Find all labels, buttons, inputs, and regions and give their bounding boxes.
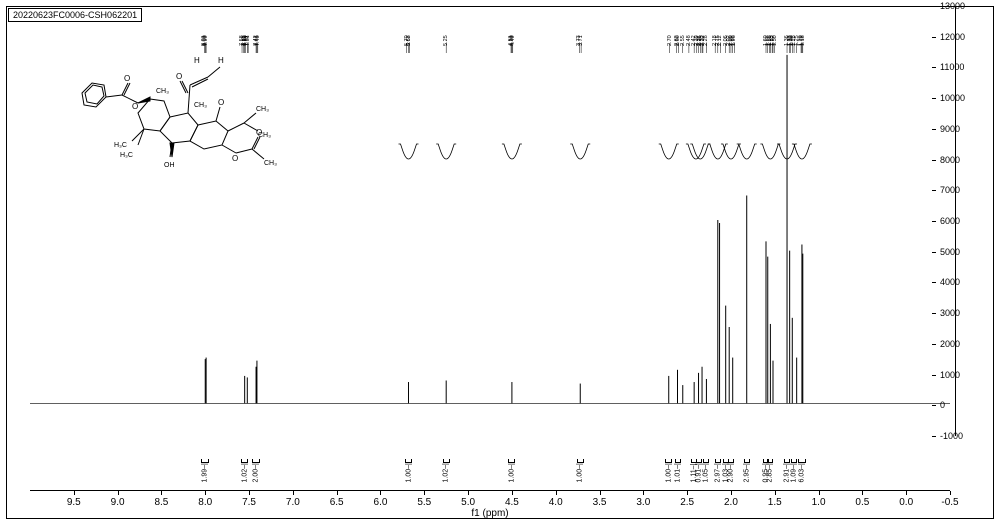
integral-label: 2.85–|: [767, 463, 774, 482]
integral-label: 2.95–|: [743, 463, 750, 482]
y-tick-label: 11000: [940, 62, 964, 72]
y-tick-label: 13000: [940, 1, 965, 11]
svg-text:O: O: [232, 154, 238, 163]
y-tick-label: 9000: [940, 124, 960, 134]
sample-id-label: 20220623FC0006-CSH062201: [8, 8, 142, 22]
x-tick-label: 6.0: [374, 497, 388, 508]
x-tick-label: 1.0: [812, 497, 826, 508]
x-tick-label: -0.5: [941, 497, 958, 508]
x-tick-label: 4.0: [549, 497, 563, 508]
svg-text:CH₃: CH₃: [258, 132, 271, 139]
integral-label: 1.02–|: [241, 463, 248, 482]
y-tick-label: 6000: [940, 216, 960, 226]
svg-text:O: O: [218, 98, 224, 107]
integral-label: 2.97–|: [714, 463, 721, 482]
y-axis: 1300012000110001000090008000700060005000…: [936, 6, 956, 436]
integral-label: 1.01–|: [675, 463, 682, 482]
x-tick-label: 6.5: [330, 497, 344, 508]
svg-text:CH₃: CH₃: [264, 160, 277, 167]
x-tick-label: 3.0: [636, 497, 650, 508]
svg-text:O: O: [132, 102, 138, 111]
integral-label: 1.00–|: [405, 463, 412, 482]
integral-label: 1.09–|: [791, 463, 798, 482]
svg-text:CH₃: CH₃: [256, 106, 269, 113]
integral-label: 2.90–|: [727, 463, 734, 482]
y-tick-label: 12000: [940, 32, 965, 42]
svg-text:O: O: [124, 74, 130, 83]
y-tick-label: 4000: [940, 277, 960, 287]
x-tick-label: 1.5: [768, 497, 782, 508]
x-tick-label: 4.5: [505, 497, 519, 508]
y-tick-label: 10000: [940, 93, 965, 103]
y-tick-label: 8000: [940, 155, 960, 165]
x-tick-label: 9.5: [67, 497, 81, 508]
peak-labels: 8.018.007.997.587.567.557.547.527.517.42…: [30, 15, 950, 45]
x-tick-label: 2.5: [680, 497, 694, 508]
integral-label: 1.00–|: [508, 463, 515, 482]
integral-label: 1.05–|: [703, 463, 710, 482]
integral-label: 1.00–|: [665, 463, 672, 482]
x-tick-label: 5.5: [417, 497, 431, 508]
svg-text:H₃C: H₃C: [114, 142, 127, 149]
x-tick-label: 7.5: [242, 497, 256, 508]
y-tick-label: -1000: [940, 431, 963, 441]
x-tick-label: 0.5: [855, 497, 869, 508]
x-tick-label: 2.0: [724, 497, 738, 508]
integral-labels: 1.99–| 1.02–| 2.00–| 1.00–| 1.02–| 1.00–| 1.00…: [30, 455, 950, 490]
x-tick-label: 3.5: [593, 497, 607, 508]
x-tick-label: 7.0: [286, 497, 300, 508]
svg-text:CH₃: CH₃: [156, 88, 169, 95]
y-tick-label: 7000: [940, 185, 960, 195]
svg-text:H: H: [218, 56, 224, 65]
integral-label: 1.99–|: [202, 463, 209, 482]
y-tick-label: 5000: [940, 247, 960, 257]
y-tick-label: 0: [940, 400, 945, 410]
x-tick-label: 0.0: [899, 497, 913, 508]
x-axis-label: f1 (ppm): [471, 508, 508, 519]
svg-text:H: H: [194, 56, 200, 65]
x-tick-label: 5.0: [461, 497, 475, 508]
integral-label: 2.00–|: [253, 463, 260, 482]
y-tick-label: 3000: [940, 308, 960, 318]
x-tick-label: 8.5: [154, 497, 168, 508]
svg-text:H₃C: H₃C: [120, 152, 133, 159]
y-tick-label: 1000: [940, 370, 960, 380]
integral-label: 1.02–|: [443, 463, 450, 482]
integral-label: 6.03–|: [798, 463, 805, 482]
svg-text:OH: OH: [164, 162, 175, 169]
integral-label: 1.00–|: [577, 463, 584, 482]
svg-text:CH₃: CH₃: [194, 102, 207, 109]
y-tick-label: 2000: [940, 339, 960, 349]
svg-text:O: O: [176, 72, 182, 81]
integral-label: 2.91–|: [784, 463, 791, 482]
molecule-structure: O O O O O O H H CH₃ CH₃ CH₃ CH₃ CH₃ H₃C …: [60, 45, 320, 185]
x-tick-label: 8.0: [198, 497, 212, 508]
x-tick-label: 9.0: [111, 497, 125, 508]
x-axis: f1 (ppm) 9.59.08.58.07.57.06.56.05.55.04…: [30, 491, 950, 513]
